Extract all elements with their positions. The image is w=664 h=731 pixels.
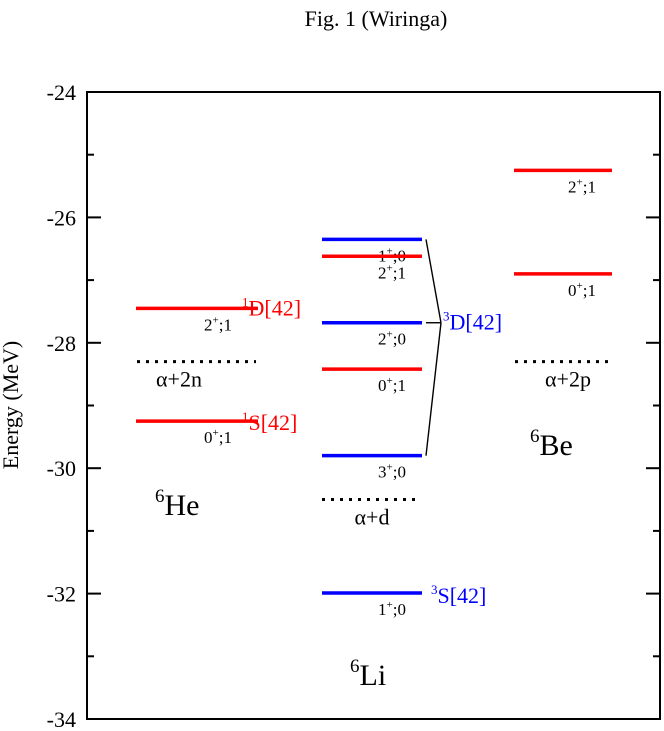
level-isospin: ;1	[219, 315, 232, 334]
y-axis-ticks	[87, 91, 660, 720]
level-spin: 2	[568, 177, 577, 196]
symmetry-label-sup: 1	[242, 409, 249, 424]
symmetry-label-sup: 1	[242, 294, 249, 309]
level-parity: +	[387, 262, 393, 274]
symmetry-label-main: S[42]	[249, 410, 298, 435]
nucleus-symbol: Be	[540, 429, 573, 462]
level-quantum-label: 0+;1	[204, 427, 232, 447]
threshold-label: α+2p	[545, 367, 591, 392]
figure-caption: Fig. 1 (Wiringa)	[305, 6, 448, 31]
symmetry-label: 3S[42]	[431, 582, 486, 608]
level-isospin: ;1	[219, 428, 232, 447]
level-quantum-label: 2+;1	[378, 262, 406, 282]
level-parity: +	[387, 245, 393, 257]
nucleus-label: 6Li	[350, 656, 386, 692]
nucleus-symbol: Li	[360, 659, 387, 692]
level-parity: +	[387, 462, 393, 474]
threshold-label: α+d	[355, 505, 390, 530]
level-quantum-label: 0+;1	[378, 375, 406, 395]
level-quantum-label: 1+;0	[378, 599, 406, 619]
multiplet-connector	[425, 239, 442, 456]
level-quantum-label: 3+;0	[378, 462, 406, 482]
level-isospin: ;0	[393, 330, 406, 349]
level-spin: 1	[378, 600, 387, 619]
nucleus-mass-number: 6	[530, 426, 540, 447]
symmetry-label-main: D[42]	[450, 310, 503, 335]
level-parity: +	[213, 427, 219, 439]
level-parity: +	[387, 599, 393, 611]
symmetry-label-sup: 3	[443, 309, 450, 324]
level-quantum-label: 2+;1	[204, 314, 232, 334]
nucleus-symbol: He	[165, 489, 200, 522]
level-spin: 3	[378, 463, 387, 482]
symmetry-label-sup: 3	[431, 582, 438, 597]
level-spin: 2	[204, 315, 213, 334]
level-parity: +	[577, 280, 583, 292]
symmetry-label: 1D[42]	[242, 294, 301, 320]
y-axis-label: Energy (MeV)	[0, 341, 23, 470]
y-tick-label: -34	[47, 707, 76, 731]
symmetry-labels: 1D[42]1S[42]3D[42]3S[42]	[242, 294, 502, 608]
symmetry-label: 1S[42]	[242, 409, 297, 435]
level-isospin: ;1	[583, 281, 596, 300]
level-spin: 0	[204, 428, 213, 447]
level-parity: +	[387, 329, 393, 341]
threshold-label: α+2n	[156, 367, 202, 392]
level-isospin: ;1	[393, 376, 406, 395]
y-tick-label: -30	[47, 456, 76, 481]
level-isospin: ;1	[583, 177, 596, 196]
level-isospin: ;1	[393, 263, 406, 282]
level-spin: 0	[568, 281, 577, 300]
nucleus-label: 6Be	[530, 426, 573, 462]
level-quantum-label: 0+;1	[568, 280, 596, 300]
y-tick-label: -32	[47, 582, 76, 607]
nucleus-mass-number: 6	[155, 486, 165, 507]
nucleus-mass-number: 6	[350, 656, 360, 677]
y-tick-label: -26	[47, 205, 76, 230]
level-spin: 2	[378, 263, 387, 282]
y-tick-label: -24	[47, 80, 76, 105]
level-parity: +	[577, 176, 583, 188]
level-parity: +	[213, 314, 219, 326]
y-tick-label: -28	[47, 331, 76, 356]
level-parity: +	[387, 375, 393, 387]
connector-line	[425, 239, 442, 323]
symmetry-label-main: D[42]	[249, 295, 302, 320]
y-axis-tick-labels: -24 -26 -28 -30 -32 -34	[47, 80, 76, 731]
level-isospin: ;0	[393, 600, 406, 619]
level-isospin: ;0	[393, 463, 406, 482]
energy-levels: 2+;10+;1α+2n1+;02+;12+;00+;13+;01+;0α+d2…	[136, 168, 612, 619]
level-quantum-label: 2+;1	[568, 176, 596, 196]
symmetry-label: 3D[42]	[443, 309, 502, 335]
level-quantum-label: 2+;0	[378, 329, 406, 349]
level-spin: 2	[378, 330, 387, 349]
symmetry-label-main: S[42]	[438, 583, 487, 608]
connector-line	[425, 322, 442, 456]
level-spin: 0	[378, 376, 387, 395]
nucleus-label: 6He	[155, 486, 199, 522]
